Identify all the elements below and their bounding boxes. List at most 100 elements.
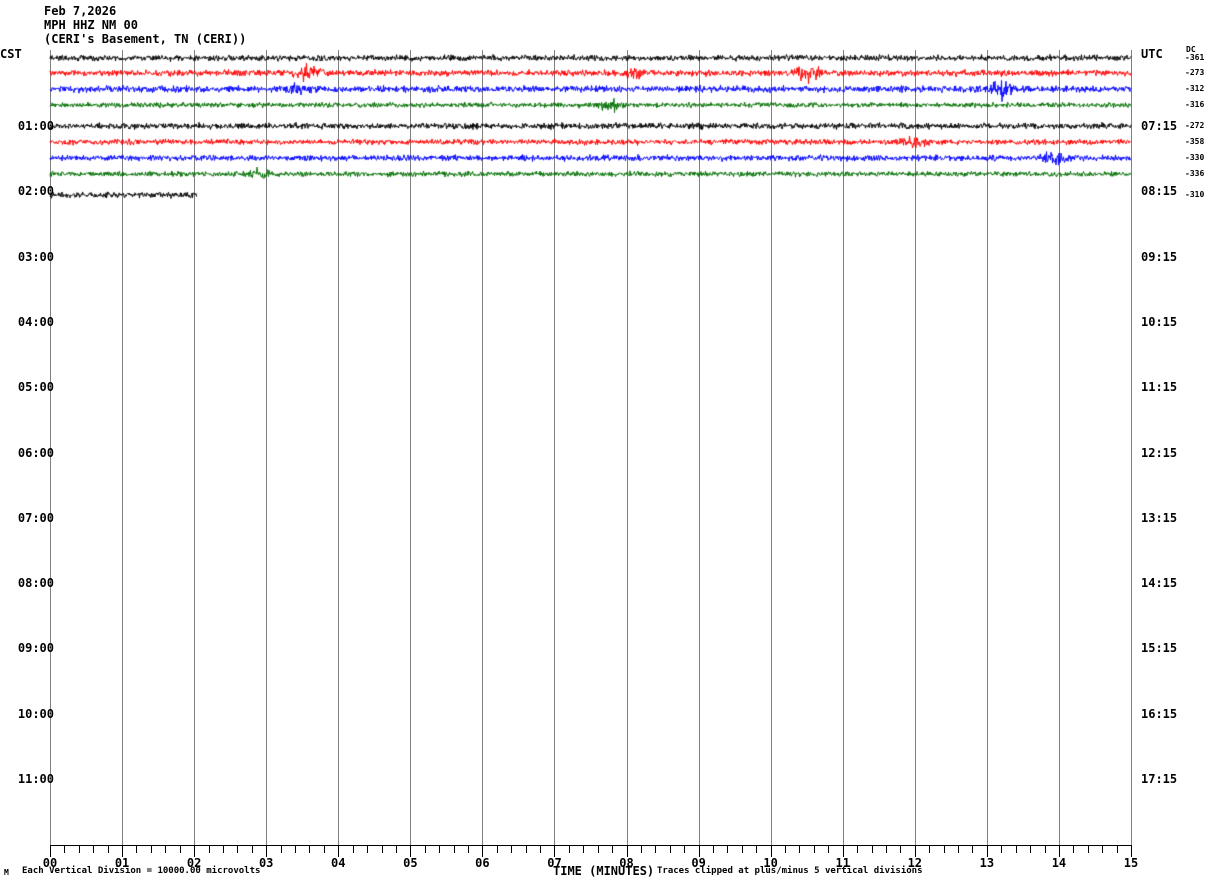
x-tick-minor <box>454 846 455 853</box>
x-tick-major <box>554 846 555 857</box>
gridline-minute-12 <box>914 50 916 845</box>
x-tick-minor <box>655 846 656 853</box>
corner-mark: M <box>4 868 9 877</box>
right-timezone-label: UTC <box>1141 47 1163 61</box>
left-hour-label-0700: 07:00 <box>17 510 54 525</box>
x-tick-minor <box>151 846 152 853</box>
x-tick-label-09: 09 <box>691 856 706 870</box>
x-tick-minor <box>583 846 584 853</box>
x-tick-major <box>194 846 195 857</box>
gridline-minute-03 <box>266 50 268 845</box>
x-tick-minor <box>900 846 901 853</box>
right-hour-label-1215: 12:15 <box>1141 445 1178 460</box>
x-tick-minor <box>108 846 109 853</box>
gridline-minute-10 <box>770 50 772 845</box>
x-tick-minor <box>93 846 94 853</box>
x-tick-minor <box>497 846 498 853</box>
left-timezone-label: CST <box>0 47 22 61</box>
x-axis-line <box>50 845 1132 846</box>
x-tick-minor <box>237 846 238 853</box>
gridline-minute-05 <box>410 50 412 845</box>
gridline-minute-04 <box>338 50 340 845</box>
gridline-minute-15 <box>1131 50 1132 845</box>
x-tick-minor <box>727 846 728 853</box>
x-tick-major <box>122 846 123 857</box>
x-tick-minor <box>64 846 65 853</box>
gridline-minute-01 <box>122 50 124 845</box>
x-tick-minor <box>1088 846 1089 853</box>
helicorder-plot[interactable] <box>50 50 1132 845</box>
x-tick-minor <box>1016 846 1017 853</box>
x-tick-label-07: 07 <box>547 856 562 870</box>
x-tick-minor <box>136 846 137 853</box>
x-tick-major <box>338 846 339 857</box>
header-location: (CERI's Basement, TN (CERI)) <box>44 32 247 46</box>
x-tick-major <box>771 846 772 857</box>
x-tick-label-10: 10 <box>763 856 778 870</box>
right-hour-label-1515: 15:15 <box>1141 641 1178 656</box>
x-tick-minor <box>799 846 800 853</box>
x-tick-minor <box>670 846 671 853</box>
right-hour-label-0815: 08:15 <box>1141 184 1178 199</box>
x-tick-minor <box>684 846 685 853</box>
x-tick-minor <box>944 846 945 853</box>
dc-value-5: -358 <box>1185 137 1205 146</box>
x-tick-minor <box>425 846 426 853</box>
x-tick-label-08: 08 <box>619 856 634 870</box>
x-tick-label-04: 04 <box>331 856 346 870</box>
x-tick-minor <box>252 846 253 853</box>
dc-value-8: -310 <box>1185 190 1205 199</box>
dc-value-1: -273 <box>1185 68 1205 77</box>
x-tick-major <box>482 846 483 857</box>
x-tick-label-03: 03 <box>258 856 274 870</box>
x-tick-major <box>843 846 844 857</box>
x-tick-major <box>627 846 628 857</box>
x-tick-minor <box>396 846 397 853</box>
x-tick-minor <box>511 846 512 853</box>
x-tick-major <box>699 846 700 857</box>
x-tick-minor <box>612 846 613 853</box>
x-tick-label-14: 14 <box>1051 856 1067 870</box>
x-tick-label-15: 15 <box>1123 856 1139 870</box>
x-tick-minor <box>223 846 224 853</box>
gridline-minute-11 <box>842 50 844 845</box>
x-tick-minor <box>857 846 858 853</box>
x-tick-minor <box>468 846 469 853</box>
x-tick-label-13: 13 <box>979 856 995 870</box>
x-tick-label-06: 06 <box>475 856 490 870</box>
header-date: Feb 7,2026 <box>44 4 117 18</box>
vertical-scale-note: Each Vertical Division = 10000.00 microv… <box>22 866 261 876</box>
x-tick-minor <box>1001 846 1002 853</box>
header-station: MPH HHZ NM 00 <box>44 18 138 32</box>
x-tick-minor <box>324 846 325 853</box>
x-tick-minor <box>1102 846 1103 853</box>
x-tick-minor <box>382 846 383 853</box>
x-tick-minor <box>828 846 829 853</box>
x-tick-major <box>915 846 916 857</box>
x-tick-major <box>266 846 267 857</box>
right-hour-label-1415: 14:15 <box>1141 576 1178 591</box>
dc-value-6: -330 <box>1185 153 1205 162</box>
x-tick-major <box>987 846 988 857</box>
right-hour-label-1315: 13:15 <box>1141 510 1178 525</box>
left-hour-label-0900: 09:00 <box>17 641 54 656</box>
x-tick-label-05: 05 <box>403 856 418 870</box>
gridline-minute-07 <box>554 50 556 845</box>
gridline-minute-09 <box>698 50 700 845</box>
x-tick-minor <box>886 846 887 853</box>
x-tick-minor <box>309 846 310 853</box>
x-tick-minor <box>295 846 296 853</box>
x-tick-minor <box>79 846 80 853</box>
clip-note: Traces clipped at plus/minus 5 vertical … <box>657 866 923 876</box>
x-tick-minor <box>756 846 757 853</box>
left-hour-label-0200: 02:00 <box>17 184 54 199</box>
x-tick-minor <box>569 846 570 853</box>
x-tick-minor <box>1030 846 1031 853</box>
left-hour-label-1000: 10:00 <box>17 706 54 721</box>
gridline-minute-02 <box>194 50 196 845</box>
left-hour-label-0500: 05:00 <box>17 380 54 395</box>
left-hour-label-0300: 03:00 <box>17 249 54 264</box>
right-hour-label-0915: 09:15 <box>1141 249 1178 264</box>
header-block: Feb 7,2026 MPH HHZ NM 00 (CERI's Basemen… <box>44 4 246 46</box>
right-hour-label-1615: 16:15 <box>1141 706 1178 721</box>
